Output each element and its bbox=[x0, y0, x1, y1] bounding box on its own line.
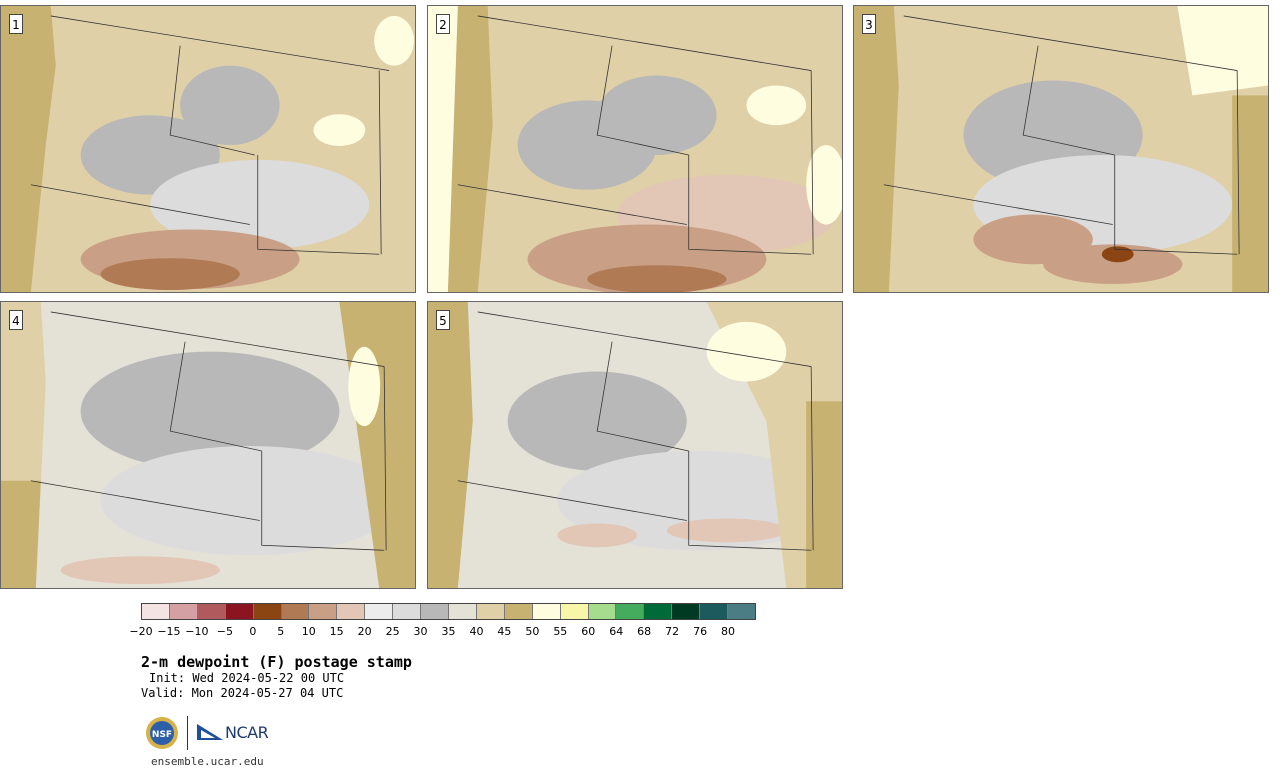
colorbar-swatch bbox=[225, 604, 254, 619]
colorbar-tick: 55 bbox=[553, 625, 568, 638]
colorbar-tick: 50 bbox=[525, 625, 540, 638]
panel-number: 3 bbox=[862, 14, 876, 34]
colorbar-swatch bbox=[169, 604, 198, 619]
colorbar-swatch bbox=[728, 604, 755, 619]
colorbar-swatch bbox=[281, 604, 310, 619]
map-panel-2[interactable]: 2 bbox=[427, 5, 843, 293]
colorbar-tick: 15 bbox=[329, 625, 344, 638]
colorbar-swatch bbox=[309, 604, 338, 619]
colorbar-swatch bbox=[448, 604, 477, 619]
colorbar-tick: 30 bbox=[413, 625, 428, 638]
colorbar-tick: 76 bbox=[693, 625, 708, 638]
colorbar-tick: −5 bbox=[216, 625, 233, 638]
colorbar-swatch bbox=[532, 604, 561, 619]
colorbar-swatch bbox=[504, 604, 533, 619]
ncar-logo-text: NCAR bbox=[225, 723, 269, 742]
colorbar-swatch bbox=[253, 604, 282, 619]
colorbar-swatch bbox=[365, 604, 394, 619]
init-time: Init: Wed 2024-05-22 00 UTC bbox=[149, 671, 345, 685]
colorbar-swatch bbox=[142, 604, 170, 619]
nsf-logo-icon: NSF bbox=[146, 717, 178, 749]
colorbar-tick: 80 bbox=[721, 625, 736, 638]
panel-number: 4 bbox=[9, 310, 23, 330]
colorbar-tick: 5 bbox=[277, 625, 285, 638]
colorbar-swatch bbox=[560, 604, 589, 619]
colorbar-tick: 60 bbox=[581, 625, 596, 638]
nsf-logo-text: NSF bbox=[152, 730, 172, 740]
colorbar-tick: 45 bbox=[497, 625, 512, 638]
colorbar-tick: 20 bbox=[357, 625, 372, 638]
map-panel-3[interactable]: 3 bbox=[853, 5, 1269, 293]
colorbar-tick: −10 bbox=[185, 625, 209, 638]
colorbar-swatch bbox=[588, 604, 617, 619]
plot-title: 2-m dewpoint (F) postage stamp bbox=[141, 653, 412, 671]
panel-number: 2 bbox=[436, 14, 450, 34]
panel-number: 1 bbox=[9, 14, 23, 34]
valid-time: Valid: Mon 2024-05-27 04 UTC bbox=[141, 686, 344, 700]
colorbar-tick-labels: −20 −15 −10 −5 0 5 10 15 20 25 30 35 40 45 50 55 60 64 68 7… bbox=[129, 625, 756, 639]
map-panel-5[interactable]: 5 bbox=[427, 301, 843, 589]
map-panel-1[interactable]: 1 bbox=[0, 5, 416, 293]
colorbar-tick: 35 bbox=[441, 625, 456, 638]
colorbar-swatch bbox=[421, 604, 449, 619]
dewpoint-map-5 bbox=[428, 302, 842, 588]
colorbar-tick: 68 bbox=[637, 625, 652, 638]
map-panel-4[interactable]: 4 bbox=[0, 301, 416, 589]
colorbar-tick: −15 bbox=[157, 625, 181, 638]
dewpoint-colorbar bbox=[141, 603, 756, 620]
dewpoint-map-4 bbox=[1, 302, 415, 588]
colorbar-swatch bbox=[337, 604, 366, 619]
colorbar-swatch bbox=[616, 604, 645, 619]
colorbar-tick: 72 bbox=[665, 625, 680, 638]
panel-number: 5 bbox=[436, 310, 450, 330]
colorbar-swatch bbox=[197, 604, 226, 619]
colorbar-tick: 40 bbox=[469, 625, 484, 638]
colorbar-swatch bbox=[644, 604, 673, 619]
colorbar-swatch bbox=[476, 604, 505, 619]
dewpoint-map-1 bbox=[1, 6, 415, 292]
site-url[interactable]: ensemble.ucar.edu bbox=[151, 755, 264, 768]
colorbar-tick: −20 bbox=[129, 625, 153, 638]
ncar-logo-icon bbox=[197, 724, 223, 740]
colorbar-tick: 64 bbox=[609, 625, 624, 638]
colorbar-swatch bbox=[393, 604, 422, 619]
logo-divider bbox=[187, 716, 188, 750]
colorbar-tick: 10 bbox=[301, 625, 316, 638]
colorbar-tick: 25 bbox=[385, 625, 400, 638]
colorbar-tick: 0 bbox=[249, 625, 257, 638]
logo-row: NSF NCAR bbox=[145, 714, 275, 752]
colorbar-swatch bbox=[672, 604, 701, 619]
dewpoint-map-3 bbox=[854, 6, 1268, 292]
dewpoint-map-2 bbox=[428, 6, 842, 292]
colorbar-swatch bbox=[700, 604, 729, 619]
